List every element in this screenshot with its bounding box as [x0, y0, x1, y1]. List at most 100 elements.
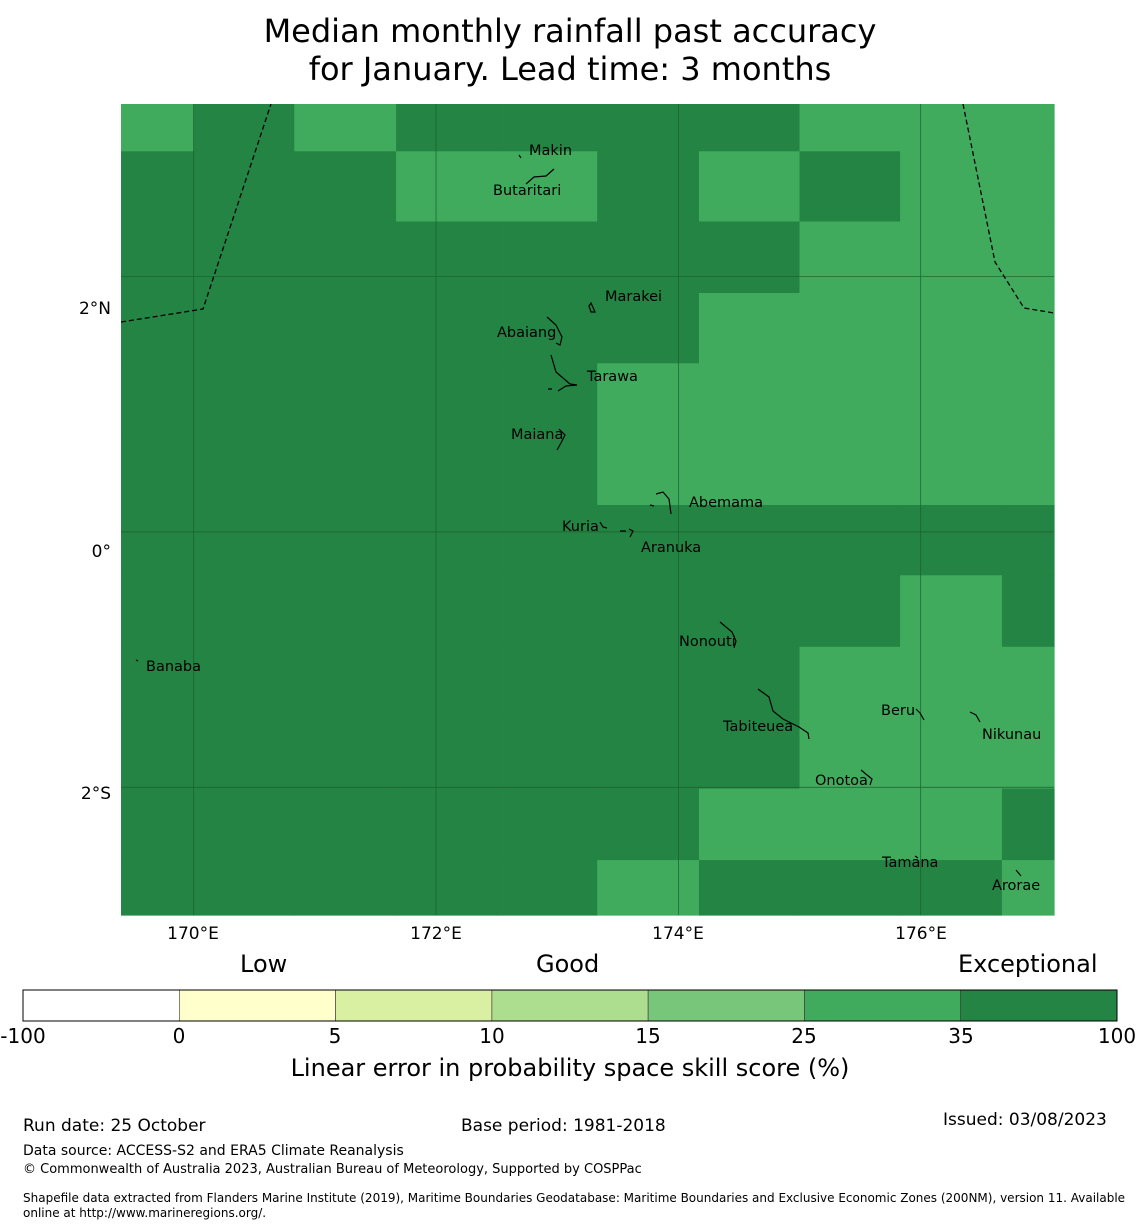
- skill-cell: [496, 151, 598, 223]
- skill-cell: [900, 434, 1003, 506]
- lat-label-2s: 2°S: [80, 784, 111, 804]
- skill-cell: [699, 788, 801, 861]
- skill-cell: [1001, 505, 1055, 576]
- skill-cell: [396, 221, 498, 294]
- skill-cell: [1001, 293, 1055, 364]
- skill-cell: [121, 221, 195, 294]
- colorbar-tick: 100: [1097, 1024, 1137, 1048]
- colorbar-heading-low: Low: [240, 950, 288, 978]
- colorbar-swatch: [491, 989, 649, 1022]
- skill-cell: [496, 221, 598, 294]
- skill-cell: [193, 575, 295, 648]
- colorbar: [22, 989, 1118, 1022]
- skill-cell: [900, 788, 1003, 861]
- skill-cell: [900, 104, 1003, 152]
- skill-cell: [121, 293, 195, 364]
- island-label-abemama: Abemama: [689, 495, 763, 511]
- colorbar-swatch: [22, 989, 180, 1022]
- skill-cell: [799, 575, 901, 648]
- issued-date: Issued: 03/08/2023: [943, 1110, 1107, 1130]
- skill-cell: [121, 788, 195, 861]
- island-label-makin: Makin: [529, 143, 572, 159]
- skill-cell: [193, 434, 295, 506]
- skill-cell: [294, 293, 397, 364]
- skill-cell: [396, 718, 498, 790]
- skill-cell: [121, 505, 195, 576]
- eez-boundary-east: [962, 103, 1055, 314]
- skill-cell: [597, 860, 700, 916]
- island-shape-nikunau: [969, 711, 981, 723]
- map-title-line-2: for January. Lead time: 3 months: [308, 50, 832, 88]
- skill-cell: [496, 505, 598, 576]
- skill-cell: [597, 788, 700, 861]
- skill-cell: [121, 860, 195, 916]
- skill-cell: [193, 788, 295, 861]
- skill-cell: [121, 434, 195, 506]
- run-date: Run date: 25 October: [23, 1116, 206, 1136]
- island-outlines: [135, 154, 1022, 877]
- island-shape-aranuka: [620, 528, 634, 538]
- skill-cell: [193, 221, 295, 294]
- skill-cell: [699, 434, 801, 506]
- skill-cell: [396, 434, 498, 506]
- skill-cell: [1001, 646, 1055, 719]
- island-label-nonouti: Nonouti: [679, 634, 736, 650]
- skill-cell: [396, 363, 498, 436]
- lat-label-2n: 2°N: [78, 299, 111, 319]
- skill-cell: [193, 860, 295, 916]
- skill-cell: [1001, 860, 1055, 916]
- island-label-nikunau: Nikunau: [982, 727, 1041, 743]
- island-shape-onotoa: [860, 769, 873, 786]
- island-shape-abaiang: [546, 316, 563, 346]
- colorbar-label: Linear error in probability space skill …: [290, 1054, 850, 1082]
- skill-cell: [294, 788, 397, 861]
- skill-cell: [597, 151, 700, 223]
- map-canvas: Makin Butaritari Marakei Abaiang Tarawa …: [120, 103, 1055, 916]
- skill-cell: [396, 505, 498, 576]
- skill-cell: [900, 363, 1003, 436]
- skill-cell: [597, 434, 700, 506]
- skill-cell: [294, 646, 397, 719]
- skill-cell: [496, 718, 598, 790]
- island-shape-arorae: [1015, 869, 1022, 877]
- skill-cell: [193, 646, 295, 719]
- colorbar-tick: 0: [172, 1024, 186, 1048]
- island-label-beru: Beru: [881, 703, 915, 719]
- island-shape-beru: [915, 708, 925, 721]
- skill-cell: [1001, 363, 1055, 436]
- island-shape-tamana: [914, 855, 919, 859]
- eez-boundary-west: [120, 103, 272, 323]
- skill-cell: [699, 505, 801, 576]
- skill-cell: [193, 104, 295, 152]
- island-label-onotoa: Onotoa: [815, 773, 868, 789]
- skill-cell: [900, 575, 1003, 648]
- skill-cell: [597, 505, 700, 576]
- skill-cell: [496, 104, 598, 152]
- skill-cell: [294, 363, 397, 436]
- colorbar-heading-good: Good: [536, 950, 600, 978]
- island-shape-kuria: [599, 521, 608, 529]
- skill-cell: [1001, 718, 1055, 790]
- island-shape-banaba: [135, 659, 139, 662]
- island-shape-nonouti: [719, 621, 737, 649]
- colorbar-swatch: [335, 989, 493, 1022]
- colorbar-swatch: [960, 989, 1118, 1022]
- island-shape-maiana: [556, 428, 566, 451]
- skill-cell: [900, 221, 1003, 294]
- colorbar-swatch: [179, 989, 336, 1022]
- skill-cell: [597, 104, 700, 152]
- skill-cell: [597, 363, 700, 436]
- skill-cell: [193, 505, 295, 576]
- skill-cell: [496, 646, 598, 719]
- skill-cell: [799, 788, 901, 861]
- island-shape-makin: [518, 154, 555, 185]
- skill-cell: [496, 363, 598, 436]
- skill-cell: [799, 860, 901, 916]
- skill-cell: [1001, 151, 1055, 223]
- skill-cell: [496, 788, 598, 861]
- skill-cell: [396, 788, 498, 861]
- skill-cell: [799, 151, 901, 223]
- skill-cell: [121, 363, 195, 436]
- base-period: Base period: 1981-2018: [461, 1116, 666, 1136]
- skill-cell: [699, 718, 801, 790]
